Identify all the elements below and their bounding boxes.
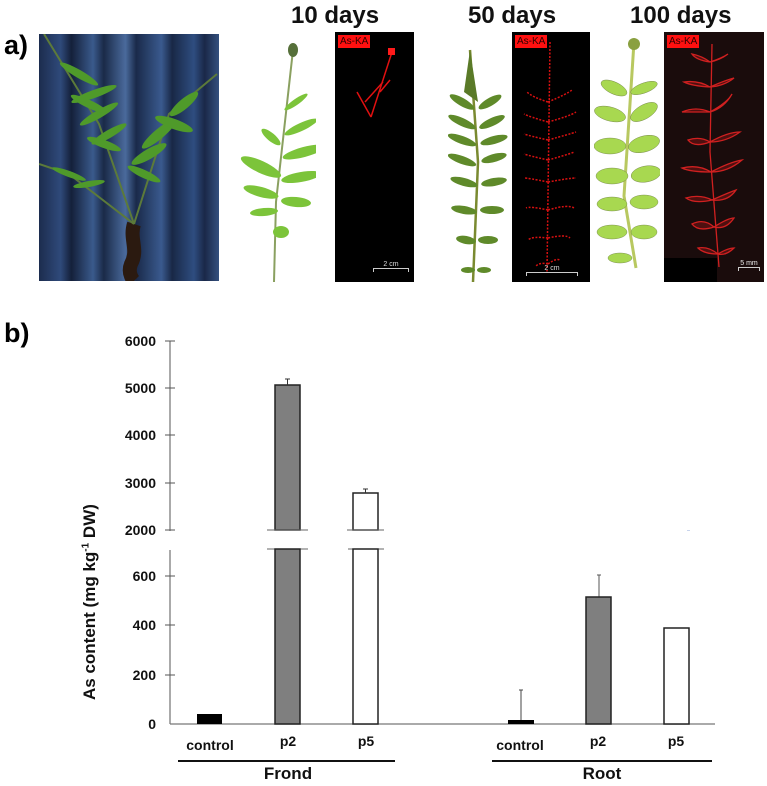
category-root-p5: p5 <box>667 733 685 749</box>
category-root-control: control <box>496 737 544 753</box>
arsenic-map-100-days: As-KA 5 mm <box>664 32 764 282</box>
arsenic-map-50-days: As-KA 2 cm <box>512 32 590 282</box>
tick-5000: 5000 <box>124 380 156 396</box>
category-frond-p5: p5 <box>357 733 375 749</box>
panel-b-label: b) <box>4 318 30 348</box>
tick-400: 400 <box>132 617 156 633</box>
masked-corner <box>664 258 717 282</box>
bar-frond-p2-upper <box>274 384 301 531</box>
tick-6000: 6000 <box>124 333 156 349</box>
tick-2000: 2000 <box>124 522 156 538</box>
as-ka-badge: As-KA <box>667 35 700 48</box>
title-10-days: 10 days <box>291 2 380 29</box>
category-frond-control: control <box>186 737 234 753</box>
scale-bar-10-days: 2 cm <box>373 261 409 272</box>
fern-plant-drawing <box>39 34 218 281</box>
bar-frond-control <box>197 714 222 724</box>
tick-200: 200 <box>132 667 156 683</box>
arsenic-map-10-days: As-KA 2 cm <box>335 32 414 282</box>
frond-photo-100-days <box>594 36 660 276</box>
bar-root-p5 <box>663 627 690 725</box>
tick-0: 0 <box>148 716 156 732</box>
bar-root-control <box>508 720 534 724</box>
title-100-days: 100 days <box>630 2 732 29</box>
scale-bar-100-days: 5 mm <box>738 260 760 271</box>
tick-4000: 4000 <box>124 427 156 443</box>
category-frond-p2: p2 <box>279 733 297 749</box>
bar-frond-p2-lower <box>274 548 301 725</box>
group-label-root: Root <box>582 764 622 783</box>
title-50-days: 50 days <box>468 2 557 29</box>
as-ka-badge: As-KA <box>338 35 371 48</box>
scale-bar-50-days: 2 cm <box>526 265 578 276</box>
group-label-frond: Frond <box>263 764 313 783</box>
panel-a-label: a) <box>4 30 29 60</box>
tick-3000: 3000 <box>124 475 156 491</box>
bar-frond-p5-lower <box>352 548 379 725</box>
as-ka-badge: As-KA <box>515 35 548 48</box>
tick-600: 600 <box>132 568 156 584</box>
frond-photo-50-days <box>448 42 508 288</box>
category-root-p2: p2 <box>589 733 607 749</box>
frond-photo-10-days <box>236 42 316 288</box>
bar-root-p2 <box>585 596 612 725</box>
bar-frond-p5-upper <box>352 492 379 531</box>
whole-plant-photo <box>39 34 219 281</box>
